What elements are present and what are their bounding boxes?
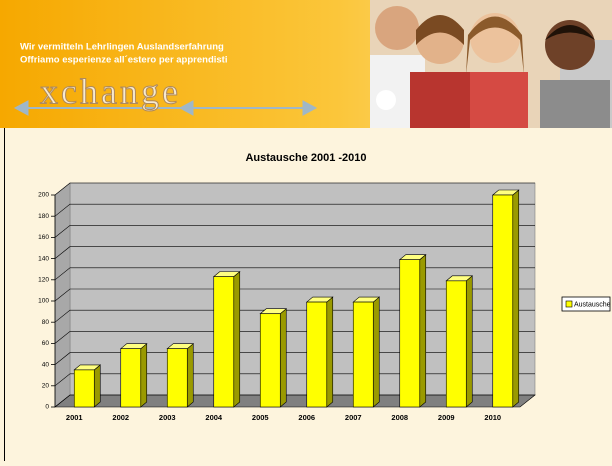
banner-line: Wir vermitteln Lehrlingen Auslandserfahr… bbox=[20, 42, 224, 53]
y-tick-label: 80 bbox=[42, 319, 50, 326]
logo: xchange bbox=[40, 71, 181, 111]
bar bbox=[446, 281, 466, 407]
x-tick-label: 2006 bbox=[298, 413, 315, 422]
x-tick-label: 2010 bbox=[484, 413, 501, 422]
y-tick-label: 100 bbox=[38, 298, 49, 305]
bar-side bbox=[141, 344, 147, 407]
bar bbox=[121, 349, 141, 407]
bar bbox=[307, 302, 327, 407]
plot: 0 20 40 60 80 100 120 140 160 180 200 2001 2002 2003 2… bbox=[38, 183, 535, 422]
bar bbox=[167, 349, 187, 407]
photo bbox=[370, 0, 612, 128]
y-tick-label: 160 bbox=[38, 234, 49, 241]
x-tick-label: 2004 bbox=[205, 413, 223, 422]
bar-side bbox=[420, 255, 426, 407]
bar-side bbox=[373, 297, 379, 407]
y-tick-label: 0 bbox=[45, 404, 49, 411]
legend: Austausche bbox=[562, 297, 611, 311]
x-tick-label: 2003 bbox=[159, 413, 176, 422]
x-tick-label: 2007 bbox=[345, 413, 362, 422]
bar bbox=[74, 370, 94, 407]
bar-side bbox=[234, 272, 240, 407]
x-tick-label: 2005 bbox=[252, 413, 269, 422]
x-tick-label: 2001 bbox=[66, 413, 83, 422]
bar-side bbox=[280, 309, 286, 407]
screen: Wir vermitteln Lehrlingen Auslandserfahr… bbox=[0, 0, 612, 461]
y-tick-label: 180 bbox=[38, 213, 49, 220]
legend-label: Austausche bbox=[574, 301, 611, 308]
y-tick-label: 120 bbox=[38, 277, 49, 284]
bar bbox=[260, 314, 280, 407]
legend-swatch bbox=[566, 301, 572, 307]
bar-side bbox=[466, 276, 472, 407]
chart-title: Austausche 2001 -2010 bbox=[245, 152, 366, 164]
bar-side bbox=[327, 297, 333, 407]
x-tick-label: 2009 bbox=[438, 413, 455, 422]
y-tick-label: 200 bbox=[38, 192, 49, 199]
bar bbox=[493, 195, 513, 407]
bar bbox=[400, 260, 420, 407]
x-tick-label: 2002 bbox=[112, 413, 129, 422]
bar bbox=[214, 277, 234, 407]
banner-line: Offriamo esperienze all´estero per appre… bbox=[20, 55, 227, 66]
page: Wir vermitteln Lehrlingen Auslandserfahr… bbox=[0, 0, 612, 461]
bar-side bbox=[94, 365, 100, 407]
y-tick-label: 140 bbox=[38, 255, 49, 262]
y-tick-label: 40 bbox=[42, 361, 50, 368]
bar bbox=[353, 302, 373, 407]
bar-side bbox=[513, 190, 519, 407]
bar-side bbox=[187, 344, 193, 407]
y-tick-label: 60 bbox=[42, 340, 50, 347]
y-tick-label: 20 bbox=[42, 383, 50, 390]
x-tick-label: 2008 bbox=[391, 413, 408, 422]
